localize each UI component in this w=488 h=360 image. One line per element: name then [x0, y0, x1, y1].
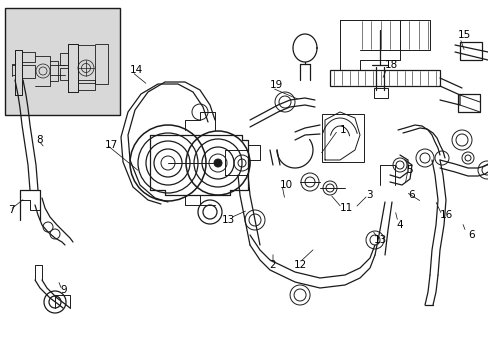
- Text: 1: 1: [339, 125, 346, 135]
- Bar: [459, 42, 481, 60]
- Text: 3: 3: [365, 190, 372, 200]
- Text: 6: 6: [407, 190, 414, 200]
- Text: 4: 4: [395, 220, 402, 230]
- Text: 8: 8: [36, 135, 42, 145]
- Bar: [457, 94, 479, 112]
- Text: 9: 9: [60, 285, 66, 295]
- Bar: [5, 8, 120, 115]
- Text: 2: 2: [269, 260, 276, 270]
- Bar: [329, 70, 439, 86]
- Text: 7: 7: [8, 205, 15, 215]
- Text: 11: 11: [339, 203, 352, 213]
- Text: 14: 14: [130, 65, 143, 75]
- Text: 19: 19: [269, 80, 283, 90]
- Text: 16: 16: [439, 210, 452, 220]
- Circle shape: [214, 159, 222, 167]
- Text: 17: 17: [105, 140, 118, 150]
- Text: 13: 13: [373, 235, 386, 245]
- Text: 5: 5: [405, 165, 412, 175]
- Text: 13: 13: [221, 215, 234, 225]
- Text: 6: 6: [467, 230, 474, 240]
- Text: 18: 18: [384, 60, 397, 70]
- Text: 12: 12: [293, 260, 306, 270]
- Bar: [373, 88, 387, 98]
- Text: 15: 15: [457, 30, 470, 40]
- Text: 10: 10: [280, 180, 292, 190]
- Bar: [321, 114, 363, 162]
